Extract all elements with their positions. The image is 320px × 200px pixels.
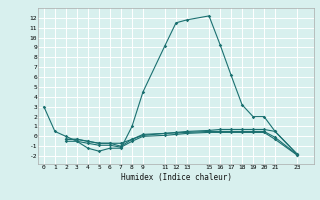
X-axis label: Humidex (Indice chaleur): Humidex (Indice chaleur) xyxy=(121,173,231,182)
